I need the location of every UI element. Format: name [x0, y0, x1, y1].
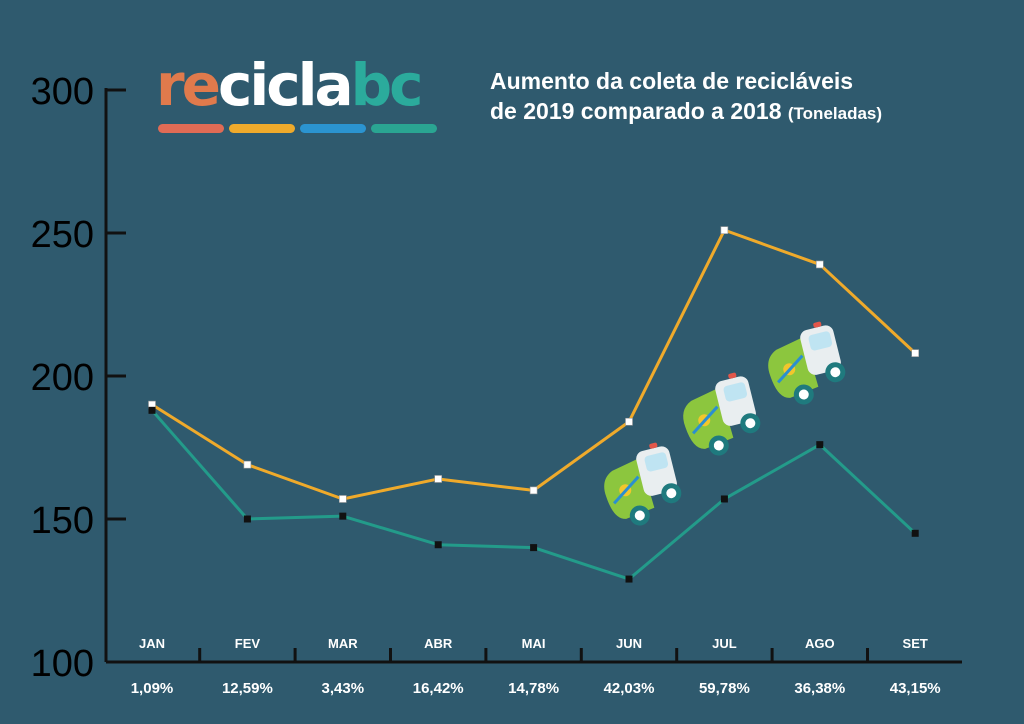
percent-label: 3,43%: [322, 680, 365, 697]
logo-bar: [229, 124, 295, 133]
y-tick-label: 100: [31, 643, 94, 685]
x-tick-label: MAR: [328, 636, 358, 651]
logo-bc: bc: [350, 51, 424, 119]
data-point: [148, 406, 156, 414]
chart-axes: 100 150 200 250 300 JAN 1,09% FEV 12,59% MAR 3,43%…: [31, 71, 962, 697]
truck-stripe: [776, 354, 804, 384]
garbage-truck-icon: [768, 321, 846, 405]
percent-label: 59,78%: [699, 680, 750, 697]
garbage-truck-icon: [683, 372, 761, 456]
truck-decorations: [604, 321, 846, 526]
chart-title-line2: de 2019 comparado a 2018: [490, 98, 782, 124]
chart-title-unit: (Toneladas): [787, 104, 883, 123]
data-point: [434, 475, 443, 483]
logo-color-bars: [158, 124, 440, 133]
y-tick-label: 250: [31, 214, 94, 256]
truck-light: [728, 372, 737, 379]
x-tick-label: FEV: [235, 636, 261, 651]
truck-stripe: [691, 405, 719, 435]
logo: reciclabc: [156, 56, 424, 114]
x-tick-label: JUN: [616, 636, 642, 651]
data-point: [530, 544, 538, 552]
logo-bar: [300, 124, 366, 133]
logo-re: re: [156, 51, 221, 119]
y-tick-label: 200: [31, 357, 94, 399]
truck-light: [813, 321, 822, 328]
y-tick-label: 300: [31, 71, 94, 113]
logo-bar: [158, 124, 224, 133]
percent-label: 14,78%: [508, 680, 559, 697]
percent-label: 12,59%: [222, 680, 273, 697]
percent-label: 42,03%: [604, 680, 655, 697]
truck-hub: [745, 418, 756, 429]
truck-hub: [830, 367, 841, 378]
data-point: [720, 226, 729, 234]
truck-stripe: [612, 475, 640, 505]
chart-title: Aumento da coleta de recicláveis de 2019…: [490, 66, 882, 129]
data-point: [338, 495, 347, 503]
truck-window: [723, 382, 748, 402]
truck-window: [644, 452, 669, 472]
logo-bar: [371, 124, 437, 133]
data-point: [529, 486, 538, 495]
truck-hub: [634, 510, 645, 521]
data-point: [339, 512, 347, 520]
percent-label: 1,09%: [131, 680, 174, 697]
truck-hub: [713, 440, 724, 451]
truck-light: [649, 442, 658, 449]
data-point: [911, 349, 920, 357]
data-point: [720, 495, 728, 503]
data-point: [625, 417, 633, 426]
x-tick-label: AGO: [805, 636, 835, 651]
x-tick-label: MAI: [522, 636, 546, 651]
x-tick-label: ABR: [424, 636, 453, 651]
truck-hub: [798, 389, 809, 400]
y-tick-label: 150: [31, 500, 94, 542]
percent-label: 36,38%: [794, 680, 845, 697]
data-point: [243, 515, 251, 523]
chart-series: [148, 226, 920, 583]
data-point: [911, 529, 919, 537]
data-point: [243, 460, 252, 469]
logo-cicla: cicla: [217, 51, 354, 119]
data-point: [625, 575, 633, 583]
percent-label: 16,42%: [413, 680, 464, 697]
x-tick-label: JUL: [712, 636, 737, 651]
data-point: [434, 541, 442, 549]
x-tick-label: SET: [903, 636, 928, 651]
truck-window: [808, 331, 833, 351]
percent-label: 43,15%: [890, 680, 941, 697]
x-tick-label: JAN: [139, 636, 165, 651]
chart-title-line1: Aumento da coleta de recicláveis: [490, 68, 854, 94]
series-line-1: [150, 409, 917, 581]
truck-hub: [666, 488, 677, 499]
garbage-truck-icon: [604, 442, 682, 526]
data-point: [815, 260, 824, 269]
data-point: [816, 441, 824, 449]
